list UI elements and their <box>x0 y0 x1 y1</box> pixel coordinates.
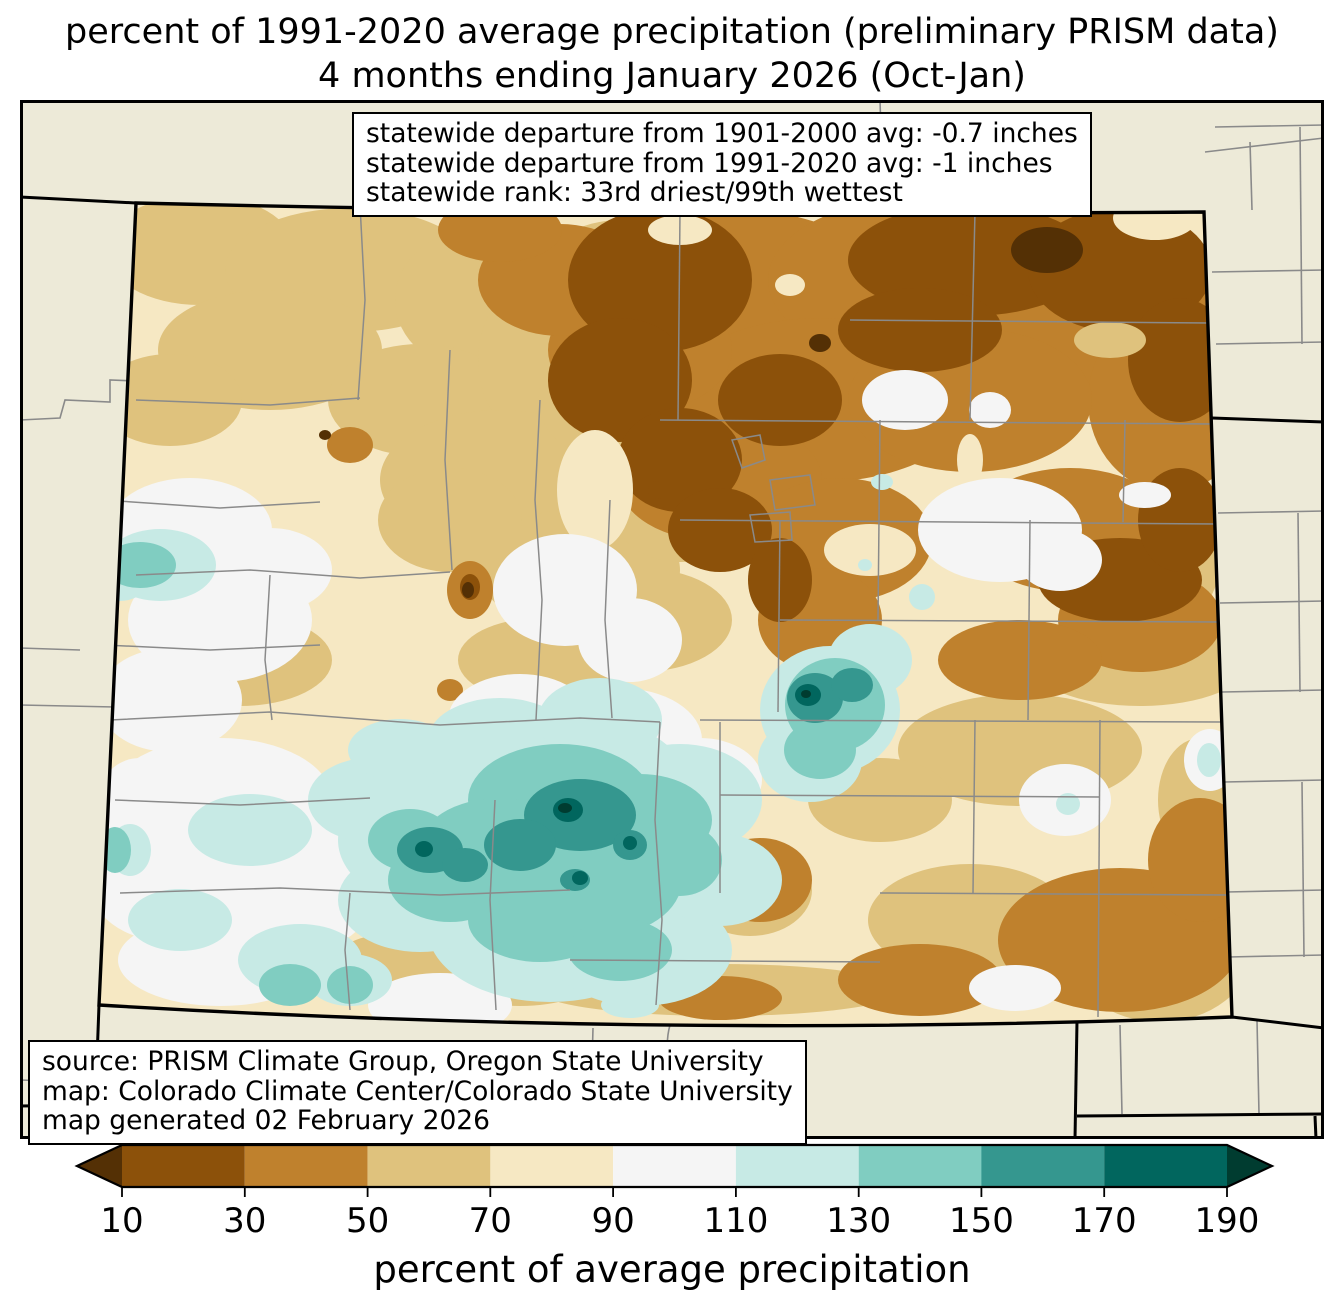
colorbar-seg-70-90 <box>490 1145 614 1187</box>
tick-label-50: 50 <box>346 1201 389 1241</box>
tick-label-130: 130 <box>826 1201 891 1241</box>
tick-label-110: 110 <box>703 1201 768 1241</box>
colorbar-seg-50-70 <box>367 1145 491 1187</box>
colorbar-seg-10-30 <box>122 1145 245 1187</box>
tick-label-150: 150 <box>949 1201 1014 1241</box>
colorbar-seg-30-50 <box>244 1145 368 1187</box>
tick-label-10: 10 <box>100 1201 143 1241</box>
contour-fill-170-190 <box>415 684 821 885</box>
tick-label-90: 90 <box>591 1201 634 1241</box>
colorbar: 10 30 50 70 90 110 130 150 170 190 perce… <box>74 1143 1275 1291</box>
contour-fill-over-190 <box>558 690 811 813</box>
tick-label-30: 30 <box>223 1201 266 1241</box>
contour-hole-tan <box>1074 322 1146 358</box>
colorbar-seg-170-190 <box>1104 1145 1227 1187</box>
colorbar-seg-110-130 <box>735 1145 859 1187</box>
stats-line-2: statewide departure from 1991-2020 avg: … <box>366 147 1053 179</box>
statewide-stats-box: statewide departure from 1901-2000 avg: … <box>352 112 1092 217</box>
stats-line-3: statewide rank: 33rd driest/99th wettest <box>366 177 903 208</box>
contour-fill-150-170 <box>397 668 873 891</box>
title-line-2: 4 months ending January 2026 (Oct-Jan) <box>318 56 1026 96</box>
figure-title: percent of 1991-2020 average precipitati… <box>0 10 1344 98</box>
source-line-3: map generated 02 February 2026 <box>42 1105 491 1136</box>
colorado-county-lines <box>103 204 1229 1018</box>
colorbar-over-arrow <box>1227 1145 1272 1187</box>
colorado-precipitation-map <box>20 100 1324 1139</box>
source-line-1: source: PRISM Climate Group, Oregon Stat… <box>42 1046 764 1077</box>
stats-line-1: statewide departure from 1901-2000 avg: … <box>366 118 1078 149</box>
colorbar-seg-130-150 <box>858 1145 982 1187</box>
source-box: source: PRISM Climate Group, Oregon Stat… <box>28 1040 807 1145</box>
tick-label-170: 170 <box>1072 1201 1137 1241</box>
colorbar-segments <box>77 1145 1272 1187</box>
contour-fill-under-10 <box>319 227 1083 598</box>
colorbar-tick-labels: 10 30 50 70 90 110 130 150 170 190 <box>100 1201 1259 1241</box>
colorbar-seg-150-170 <box>981 1145 1105 1187</box>
tick-label-70: 70 <box>469 1201 512 1241</box>
colorbar-axis-label: percent of average precipitation <box>373 1248 970 1291</box>
title-line-1: percent of 1991-2020 average precipitati… <box>65 12 1279 52</box>
tick-label-190: 190 <box>1195 1201 1260 1241</box>
colorbar-under-arrow <box>77 1145 122 1187</box>
source-line-2: map: Colorado Climate Center/Colorado St… <box>42 1075 793 1107</box>
colorbar-seg-90-110 <box>613 1145 736 1187</box>
colorbar-ticks <box>121 1187 1228 1197</box>
